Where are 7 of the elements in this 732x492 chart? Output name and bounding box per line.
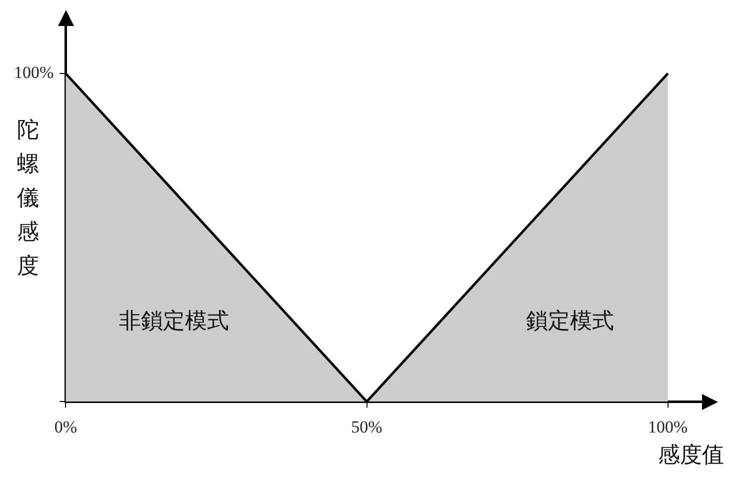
x-tick-label: 100% [648, 417, 688, 436]
x-axis-title: 感度值 [658, 442, 724, 470]
y-axis-title: 陀螺儀感度 [16, 117, 40, 282]
x-tick-label: 50% [351, 417, 382, 436]
x-tick-label: 0% [54, 417, 77, 436]
annotation: 非鎖定模式 [119, 309, 230, 334]
annotation: 鎖定模式 [526, 309, 614, 334]
